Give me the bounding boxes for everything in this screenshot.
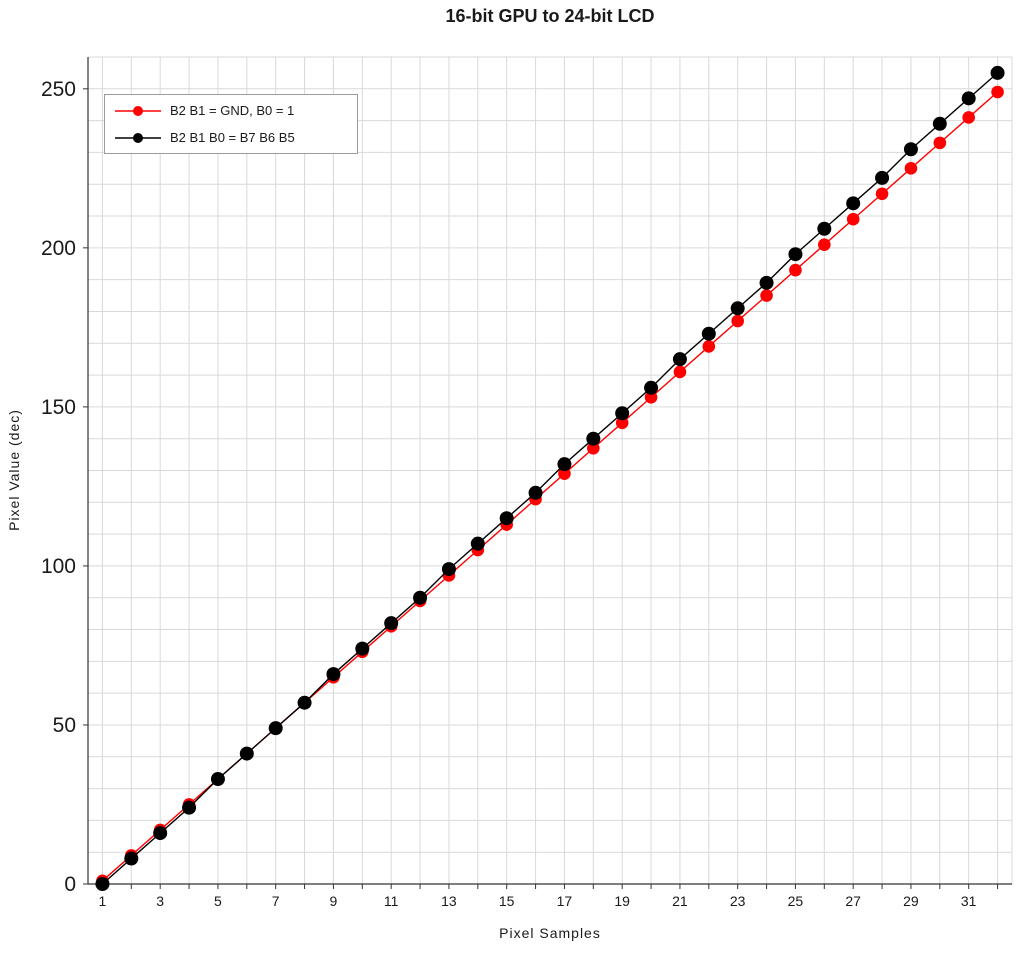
svg-text:29: 29 (903, 893, 919, 909)
legend-marker-black-icon (115, 132, 161, 143)
data-point (759, 275, 774, 290)
legend-marker-red-icon (115, 105, 161, 116)
data-point (672, 352, 687, 367)
data-point (557, 457, 572, 472)
svg-text:21: 21 (672, 893, 688, 909)
svg-text:11: 11 (384, 893, 399, 909)
data-point (818, 238, 831, 251)
legend-entry-black: B2 B1 B0 = B7 B6 B5 (115, 130, 347, 145)
svg-text:7: 7 (272, 893, 280, 909)
data-point (962, 111, 975, 124)
data-point (297, 695, 312, 710)
data-point (731, 314, 744, 328)
data-point (932, 116, 947, 131)
data-point (673, 365, 687, 379)
svg-text:200: 200 (41, 237, 76, 260)
data-point (933, 136, 947, 150)
data-point (355, 641, 370, 656)
legend-label-red: B2 B1 = GND, B0 = 1 (170, 103, 295, 118)
data-point (875, 187, 889, 201)
data-point (587, 441, 600, 455)
data-point (903, 142, 918, 157)
chart-title: 16-bit GPU to 24-bit LCD (445, 6, 655, 26)
svg-text:250: 250 (41, 78, 76, 101)
svg-text:31: 31 (961, 893, 977, 909)
svg-text:23: 23 (730, 893, 746, 909)
data-point (817, 221, 832, 236)
data-point (558, 467, 571, 480)
svg-text:3: 3 (156, 893, 164, 909)
data-point (846, 196, 861, 211)
axes (87, 57, 1012, 885)
data-point (441, 562, 456, 577)
data-point (528, 485, 543, 500)
data-point (124, 851, 139, 866)
data-point (644, 380, 659, 395)
svg-text:27: 27 (845, 893, 861, 909)
data-point (586, 431, 601, 446)
svg-text:17: 17 (557, 893, 573, 909)
data-point (789, 263, 802, 277)
data-point (644, 391, 658, 404)
data-point (239, 746, 254, 761)
data-point (268, 721, 283, 736)
data-point (961, 91, 976, 106)
legend-label-black: B2 B1 B0 = B7 B6 B5 (170, 130, 295, 145)
data-point (701, 326, 716, 341)
data-point (413, 590, 428, 605)
x-tick-labels: 1 3 5 7 9 11 13 15 17 19 21 23 25 27 29 31 (99, 893, 977, 909)
data-point (788, 247, 803, 262)
svg-text:19: 19 (614, 893, 630, 909)
data-point (182, 800, 197, 815)
data-point (875, 170, 890, 185)
svg-text:9: 9 (330, 893, 338, 909)
data-point (210, 772, 225, 787)
data-point (326, 667, 341, 682)
data-point (499, 511, 514, 526)
y-tick-labels: 0 50 100 150 200 250 (41, 78, 76, 896)
series-black (95, 65, 1005, 891)
svg-text:13: 13 (441, 893, 457, 909)
svg-text:150: 150 (41, 396, 76, 419)
data-point (904, 162, 918, 175)
svg-text:1: 1 (99, 893, 107, 909)
data-point (153, 826, 168, 841)
data-point (384, 616, 399, 631)
data-point (615, 406, 630, 421)
data-point (846, 212, 860, 226)
svg-text:5: 5 (214, 893, 222, 909)
data-point (760, 289, 773, 302)
x-axis-title: Pixel Samples (499, 925, 601, 941)
data-point (702, 340, 716, 353)
legend: B2 B1 = GND, B0 = 1 B2 B1 B0 = B7 B6 B5 (104, 94, 358, 154)
data-point (730, 301, 745, 316)
tick-marks (83, 88, 999, 889)
svg-text:25: 25 (788, 893, 804, 909)
data-point (615, 416, 629, 430)
legend-entry-red: B2 B1 = GND, B0 = 1 (115, 103, 347, 118)
data-point (470, 536, 485, 551)
gridlines (88, 56, 1013, 885)
svg-text:15: 15 (499, 893, 515, 909)
svg-text:0: 0 (64, 873, 76, 896)
data-point (95, 877, 110, 891)
svg-text:50: 50 (53, 714, 76, 737)
data-point (991, 85, 1004, 99)
data-point (990, 65, 1005, 80)
svg-text:100: 100 (41, 555, 76, 578)
